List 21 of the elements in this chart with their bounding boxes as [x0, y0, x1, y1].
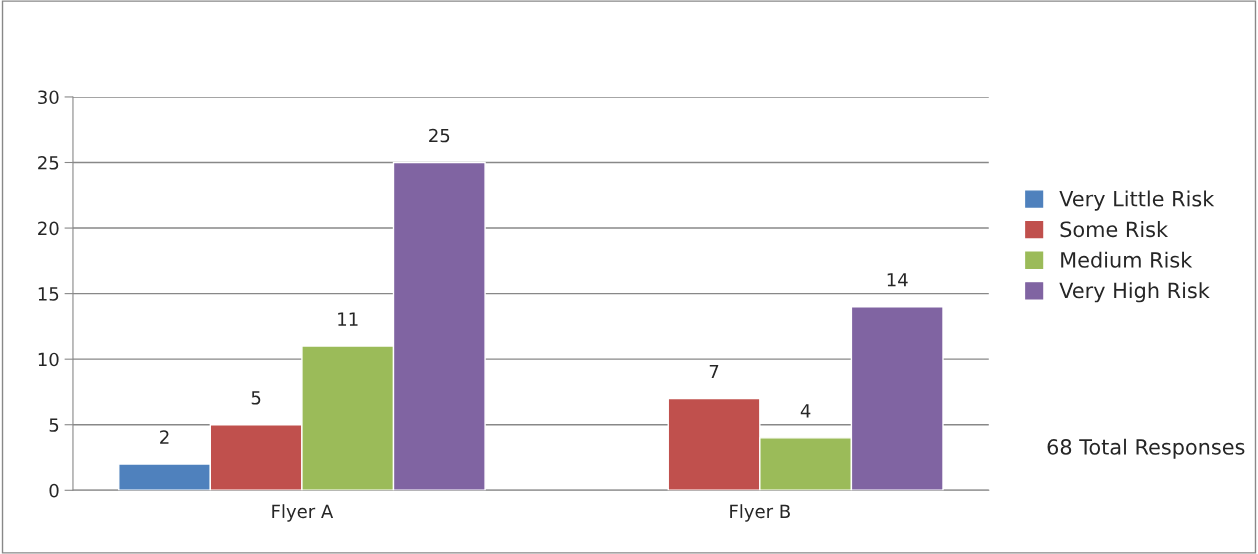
x-tick-label: Flyer B: [730, 504, 790, 522]
y-tick-label: 20: [38, 221, 59, 236]
data-label: 11: [338, 312, 358, 326]
y-tick-label: 5: [49, 418, 59, 432]
y-tick-label: 25: [38, 155, 59, 170]
data-label: 4: [800, 404, 811, 418]
legend-label: Very Little Risk: [1059, 190, 1215, 211]
data-label: 5: [251, 391, 261, 405]
x-tick-label: Flyer A: [272, 504, 334, 522]
data-label: 25: [429, 128, 450, 143]
legend-label: Some Risk: [1060, 221, 1169, 238]
text: 68 Total Responses: [1047, 438, 1245, 459]
data-label: 14: [887, 273, 908, 287]
y-tick-label: 10: [38, 352, 59, 367]
y-tick-label: 0: [49, 483, 59, 498]
data-label: 2: [160, 430, 169, 444]
y-tick-label: 30: [38, 90, 59, 105]
legend-label: Very High Risk: [1059, 282, 1210, 303]
y-tick-label: 15: [38, 287, 59, 301]
data-label: 7: [709, 364, 719, 379]
legend-label: Medium Risk: [1061, 251, 1193, 268]
